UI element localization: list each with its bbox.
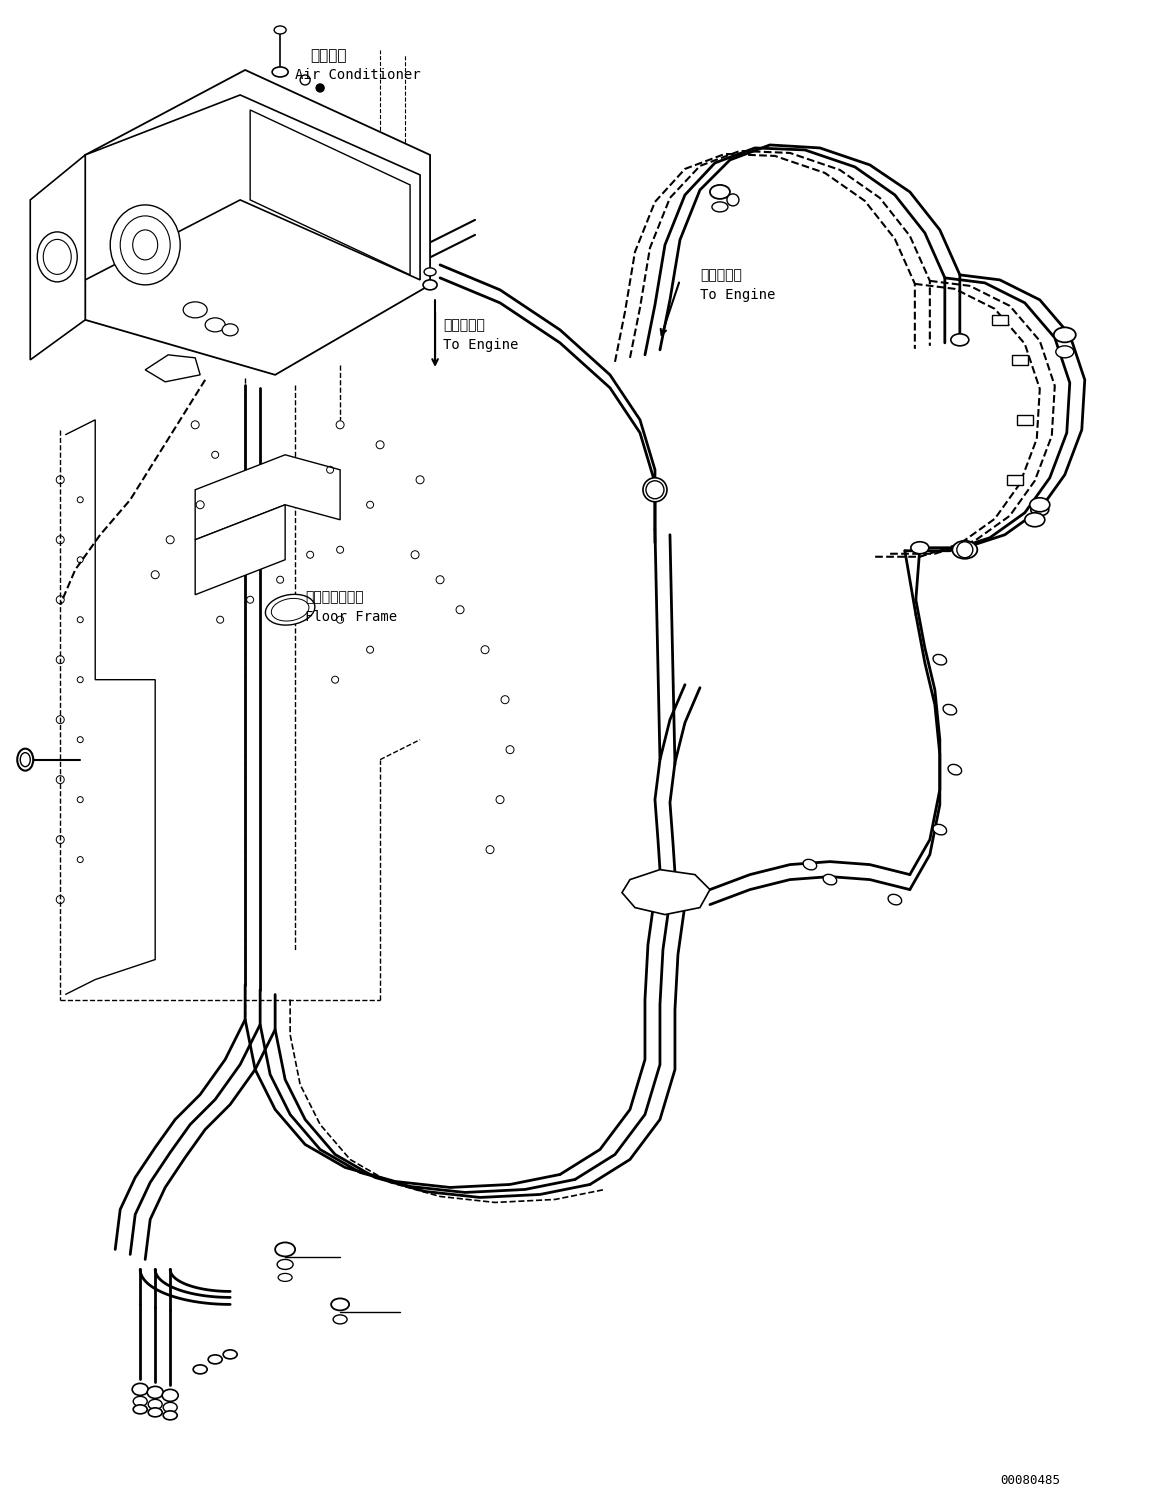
Ellipse shape (888, 895, 902, 905)
Ellipse shape (333, 1315, 347, 1324)
Circle shape (300, 75, 311, 85)
Ellipse shape (1030, 498, 1050, 511)
Ellipse shape (163, 1410, 177, 1419)
Ellipse shape (37, 233, 78, 282)
Ellipse shape (271, 598, 309, 622)
Ellipse shape (277, 1260, 293, 1269)
Ellipse shape (275, 25, 286, 34)
Ellipse shape (133, 1405, 147, 1413)
Bar (1016, 414, 1033, 425)
Ellipse shape (823, 874, 837, 884)
Ellipse shape (110, 204, 180, 285)
Ellipse shape (423, 280, 437, 289)
Ellipse shape (712, 201, 728, 212)
Text: エンジンへ: エンジンへ (443, 318, 484, 332)
Ellipse shape (933, 655, 947, 665)
Ellipse shape (223, 324, 238, 335)
Ellipse shape (132, 1384, 148, 1396)
Polygon shape (195, 455, 340, 540)
Ellipse shape (953, 541, 977, 559)
Ellipse shape (205, 318, 225, 332)
Text: エンジンへ: エンジンへ (700, 268, 742, 282)
Ellipse shape (132, 230, 158, 259)
Ellipse shape (147, 1387, 163, 1399)
Ellipse shape (950, 334, 969, 346)
Ellipse shape (20, 753, 30, 766)
Bar (992, 315, 1008, 325)
Circle shape (643, 477, 666, 502)
Bar (1007, 474, 1022, 485)
Ellipse shape (265, 595, 315, 625)
Ellipse shape (911, 541, 928, 553)
Ellipse shape (278, 1273, 292, 1281)
Ellipse shape (424, 268, 436, 276)
Circle shape (727, 194, 739, 206)
Polygon shape (86, 95, 420, 280)
Ellipse shape (224, 1349, 238, 1358)
Ellipse shape (183, 301, 207, 318)
Ellipse shape (43, 240, 71, 274)
Ellipse shape (943, 704, 956, 716)
Text: To Engine: To Engine (700, 288, 775, 301)
Ellipse shape (148, 1408, 162, 1416)
Ellipse shape (194, 1364, 207, 1373)
Ellipse shape (272, 67, 289, 78)
Ellipse shape (1025, 513, 1044, 526)
Ellipse shape (331, 1299, 349, 1311)
Circle shape (316, 83, 325, 92)
Ellipse shape (148, 1400, 162, 1409)
Text: フロアフレーム: フロアフレーム (305, 590, 364, 604)
Ellipse shape (121, 216, 170, 274)
Ellipse shape (1056, 346, 1073, 358)
Ellipse shape (162, 1390, 178, 1402)
Circle shape (957, 541, 972, 558)
Text: 00080485: 00080485 (1000, 1475, 1059, 1488)
Ellipse shape (133, 1397, 147, 1406)
Polygon shape (145, 355, 201, 382)
Polygon shape (250, 110, 410, 274)
Polygon shape (195, 505, 285, 595)
Polygon shape (30, 155, 86, 359)
Ellipse shape (646, 480, 664, 499)
Polygon shape (622, 869, 710, 914)
Text: To Engine: To Engine (443, 338, 518, 352)
Ellipse shape (275, 1242, 296, 1257)
Text: Air Conditioner: Air Conditioner (296, 69, 421, 82)
Ellipse shape (163, 1403, 177, 1412)
Ellipse shape (1054, 328, 1076, 343)
Ellipse shape (710, 185, 730, 198)
Bar (1012, 355, 1028, 365)
Ellipse shape (1030, 504, 1049, 516)
Text: エアコン: エアコン (311, 48, 347, 63)
Ellipse shape (803, 859, 817, 869)
Ellipse shape (17, 748, 34, 771)
Ellipse shape (933, 825, 947, 835)
Polygon shape (86, 70, 430, 374)
Ellipse shape (209, 1355, 223, 1364)
Text: Floor Frame: Floor Frame (305, 610, 398, 623)
Ellipse shape (948, 765, 962, 775)
